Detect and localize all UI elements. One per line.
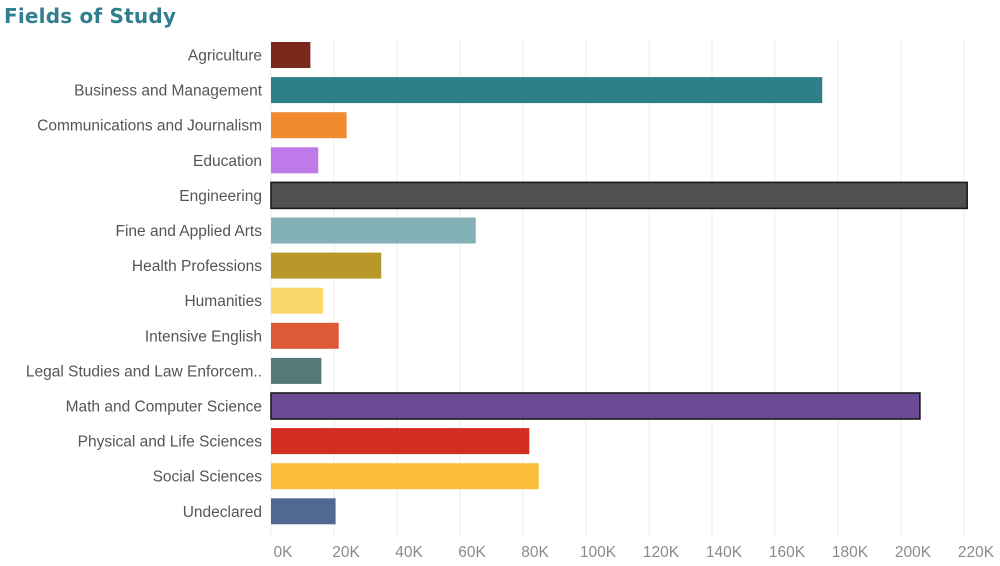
chart-title: Fields of Study: [4, 4, 177, 28]
x-tick-label: 20K: [332, 544, 360, 561]
category-label: Engineering: [179, 188, 262, 205]
grid-lines: [270, 38, 965, 536]
bars: [270, 42, 968, 525]
category-label: Social Sciences: [153, 469, 263, 486]
category-label: Health Professions: [132, 258, 262, 275]
bar[interactable]: [270, 181, 968, 210]
x-tick-label: 160K: [769, 544, 806, 561]
x-tick-label: 100K: [580, 544, 617, 561]
category-label: Undeclared: [183, 504, 262, 521]
x-axis-ticks: 0K 20K 40K 60K 80K 100K 120K 140K 160K 180K 200K 22…: [274, 544, 995, 561]
bar[interactable]: [271, 147, 319, 174]
category-label: Education: [193, 153, 262, 170]
category-label: Math and Computer Science: [66, 399, 262, 416]
category-label: Business and Management: [74, 83, 263, 100]
category-label: Agriculture: [188, 48, 262, 65]
bar[interactable]: [271, 498, 336, 525]
bar[interactable]: [271, 428, 530, 455]
x-tick-label: 0K: [274, 544, 294, 561]
x-tick-label: 180K: [832, 544, 869, 561]
category-label: Physical and Life Sciences: [78, 434, 263, 451]
bar[interactable]: [271, 463, 539, 490]
category-label: Legal Studies and Law Enforcem..: [26, 363, 262, 380]
category-label: Communications and Journalism: [37, 118, 262, 135]
x-tick-label: 200K: [895, 544, 932, 561]
bar[interactable]: [271, 322, 339, 349]
x-tick-label: 120K: [643, 544, 680, 561]
bar[interactable]: [271, 217, 476, 244]
category-label: Fine and Applied Arts: [116, 223, 263, 240]
x-tick-label: 220K: [958, 544, 995, 561]
x-tick-label: 40K: [395, 544, 423, 561]
bar[interactable]: [271, 112, 347, 139]
bar[interactable]: [271, 252, 382, 279]
category-label: Humanities: [184, 293, 262, 310]
x-tick-label: 80K: [521, 544, 549, 561]
x-tick-label: 140K: [706, 544, 743, 561]
bar[interactable]: [271, 357, 322, 384]
bar[interactable]: [270, 392, 921, 420]
bar[interactable]: [271, 77, 823, 104]
category-label: Intensive English: [145, 328, 262, 345]
bar[interactable]: [271, 287, 323, 314]
bar[interactable]: [271, 42, 311, 68]
x-tick-label: 60K: [458, 544, 486, 561]
category-labels: Agriculture Business and Management Commun…: [26, 48, 263, 521]
